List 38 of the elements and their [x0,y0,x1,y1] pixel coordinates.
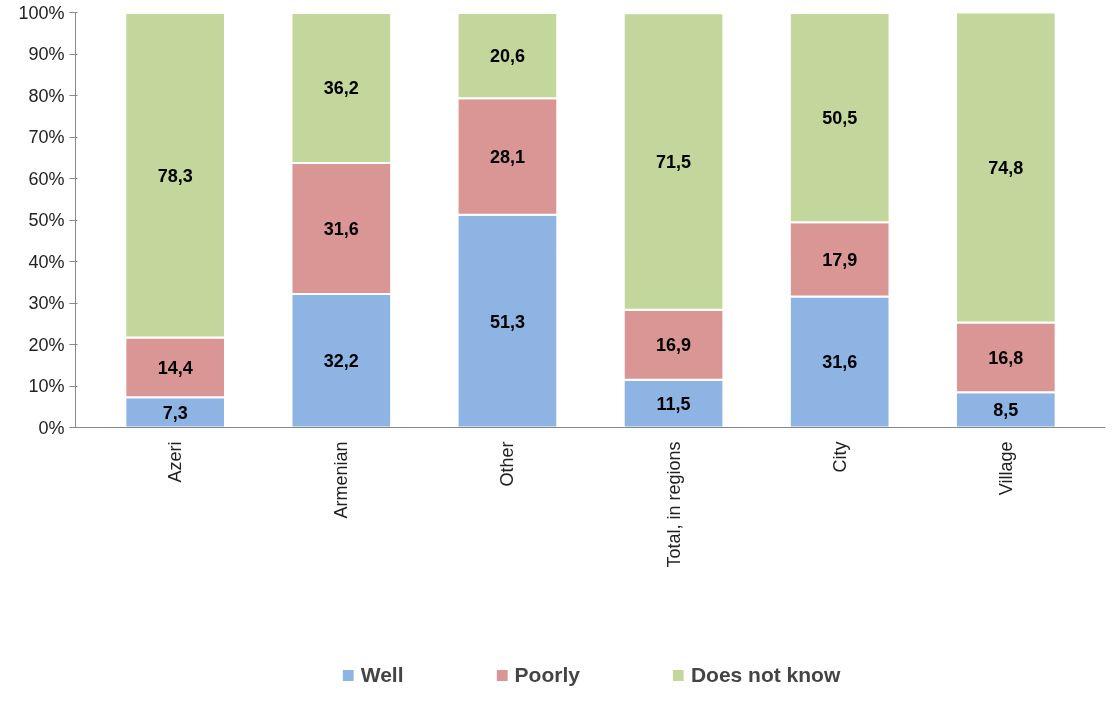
y-tick-label: 0% [38,417,65,438]
data-label: 28,1 [489,147,525,168]
x-tick-label: Azeri [165,441,186,483]
legend-label: Does not know [690,663,841,687]
y-tick-label: 60% [28,168,65,189]
legend-label: Poorly [514,663,580,687]
x-tick-label: Armenian [331,441,352,519]
x-tick-label: Total, in regions [663,441,684,568]
y-tick-label: 100% [18,2,65,23]
x-tick-label: Other [497,441,518,487]
data-label: 7,3 [162,402,188,423]
data-label: 51,3 [489,311,525,332]
y-tick-label: 80% [28,85,65,106]
x-tick-label: City [829,441,850,473]
data-label: 17,9 [822,249,858,270]
data-label: 36,2 [323,78,359,99]
data-label: 14,4 [157,357,193,378]
y-tick-label: 40% [28,251,65,272]
y-tick-label: 50% [28,210,65,231]
data-label: 20,6 [489,46,525,67]
data-label: 16,9 [656,335,692,356]
data-label: 74,8 [988,158,1024,179]
data-label: 16,8 [988,347,1024,368]
y-tick-label: 20% [28,334,65,355]
y-tick-label: 90% [28,44,65,65]
legend-label: Well [360,663,404,687]
data-label: 11,5 [656,394,691,415]
x-tick-label: Village [995,441,1016,496]
y-tick-label: 30% [28,293,65,314]
y-tick-label: 10% [28,376,65,397]
data-label: 78,3 [157,165,193,186]
data-label: 31,6 [323,219,359,239]
y-tick-label: 70% [28,127,65,148]
data-label: 32,2 [323,351,359,372]
data-label: 71,5 [656,152,692,173]
data-label: 50,5 [822,108,858,129]
data-label: 8,5 [993,400,1019,421]
data-label: 31,6 [822,352,858,373]
